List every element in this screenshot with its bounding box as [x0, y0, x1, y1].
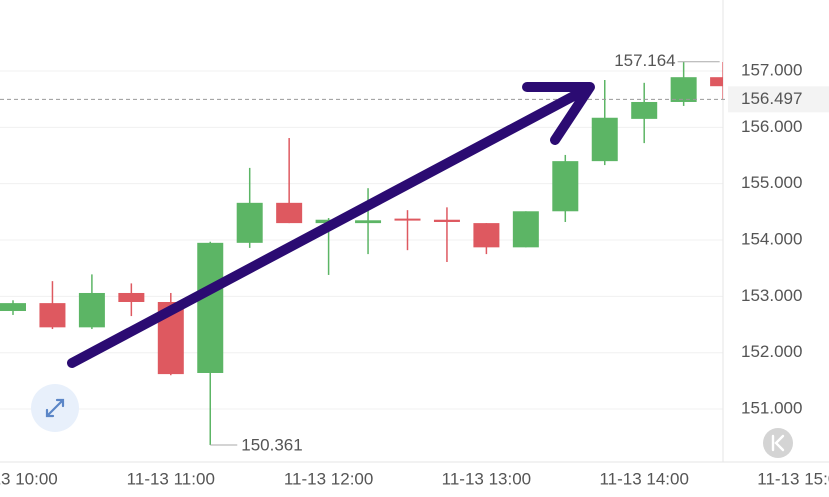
candle-body: [197, 242, 224, 373]
x-tick-label: 11-13 12:00: [284, 469, 373, 488]
candle-body: [236, 202, 263, 243]
y-tick-label: 153.000: [741, 286, 802, 305]
y-tick-label: 154.000: [741, 229, 802, 248]
last-price-box: [728, 86, 829, 113]
candle-body: [710, 77, 723, 87]
max-label: 157.164: [614, 51, 675, 70]
last-price-label: 156.497: [741, 89, 802, 108]
y-tick-label: 157.000: [741, 60, 802, 79]
drawn-arrow: [67, 82, 595, 368]
candle-body: [394, 218, 421, 221]
overlay: 156.497 150.361 157.164: [0, 51, 829, 455]
x-tick-label: 11-13 14:00: [599, 469, 688, 488]
candle-body: [0, 303, 26, 312]
scroll-latest-button[interactable]: [763, 428, 793, 458]
y-tick-label: 156.000: [741, 117, 802, 136]
x-tick-label: 11-13 11:00: [127, 469, 215, 488]
y-tick-label: 155.000: [741, 173, 802, 192]
candle-body: [512, 211, 539, 248]
x-tick-label: 11-13 15:00: [757, 469, 829, 488]
candle-body: [670, 77, 697, 102]
candle-body: [78, 292, 105, 328]
candle-body: [39, 303, 66, 328]
candle-body: [433, 219, 460, 222]
candle-body: [552, 161, 579, 212]
candle-body: [473, 223, 500, 248]
y-tick-label: 152.000: [741, 342, 802, 361]
candle-body: [355, 220, 382, 224]
candle-body: [276, 202, 303, 224]
candles: [0, 61, 723, 446]
expand-button[interactable]: [31, 384, 79, 432]
x-tick-label: 11-13 10:00: [0, 469, 58, 488]
y-tick-label: 151.000: [741, 399, 802, 418]
x-tick-label: 11-13 13:00: [442, 469, 531, 488]
candle-body: [591, 117, 618, 162]
candle-body: [631, 101, 658, 119]
min-label: 150.361: [241, 436, 302, 455]
candle-body: [118, 292, 145, 302]
